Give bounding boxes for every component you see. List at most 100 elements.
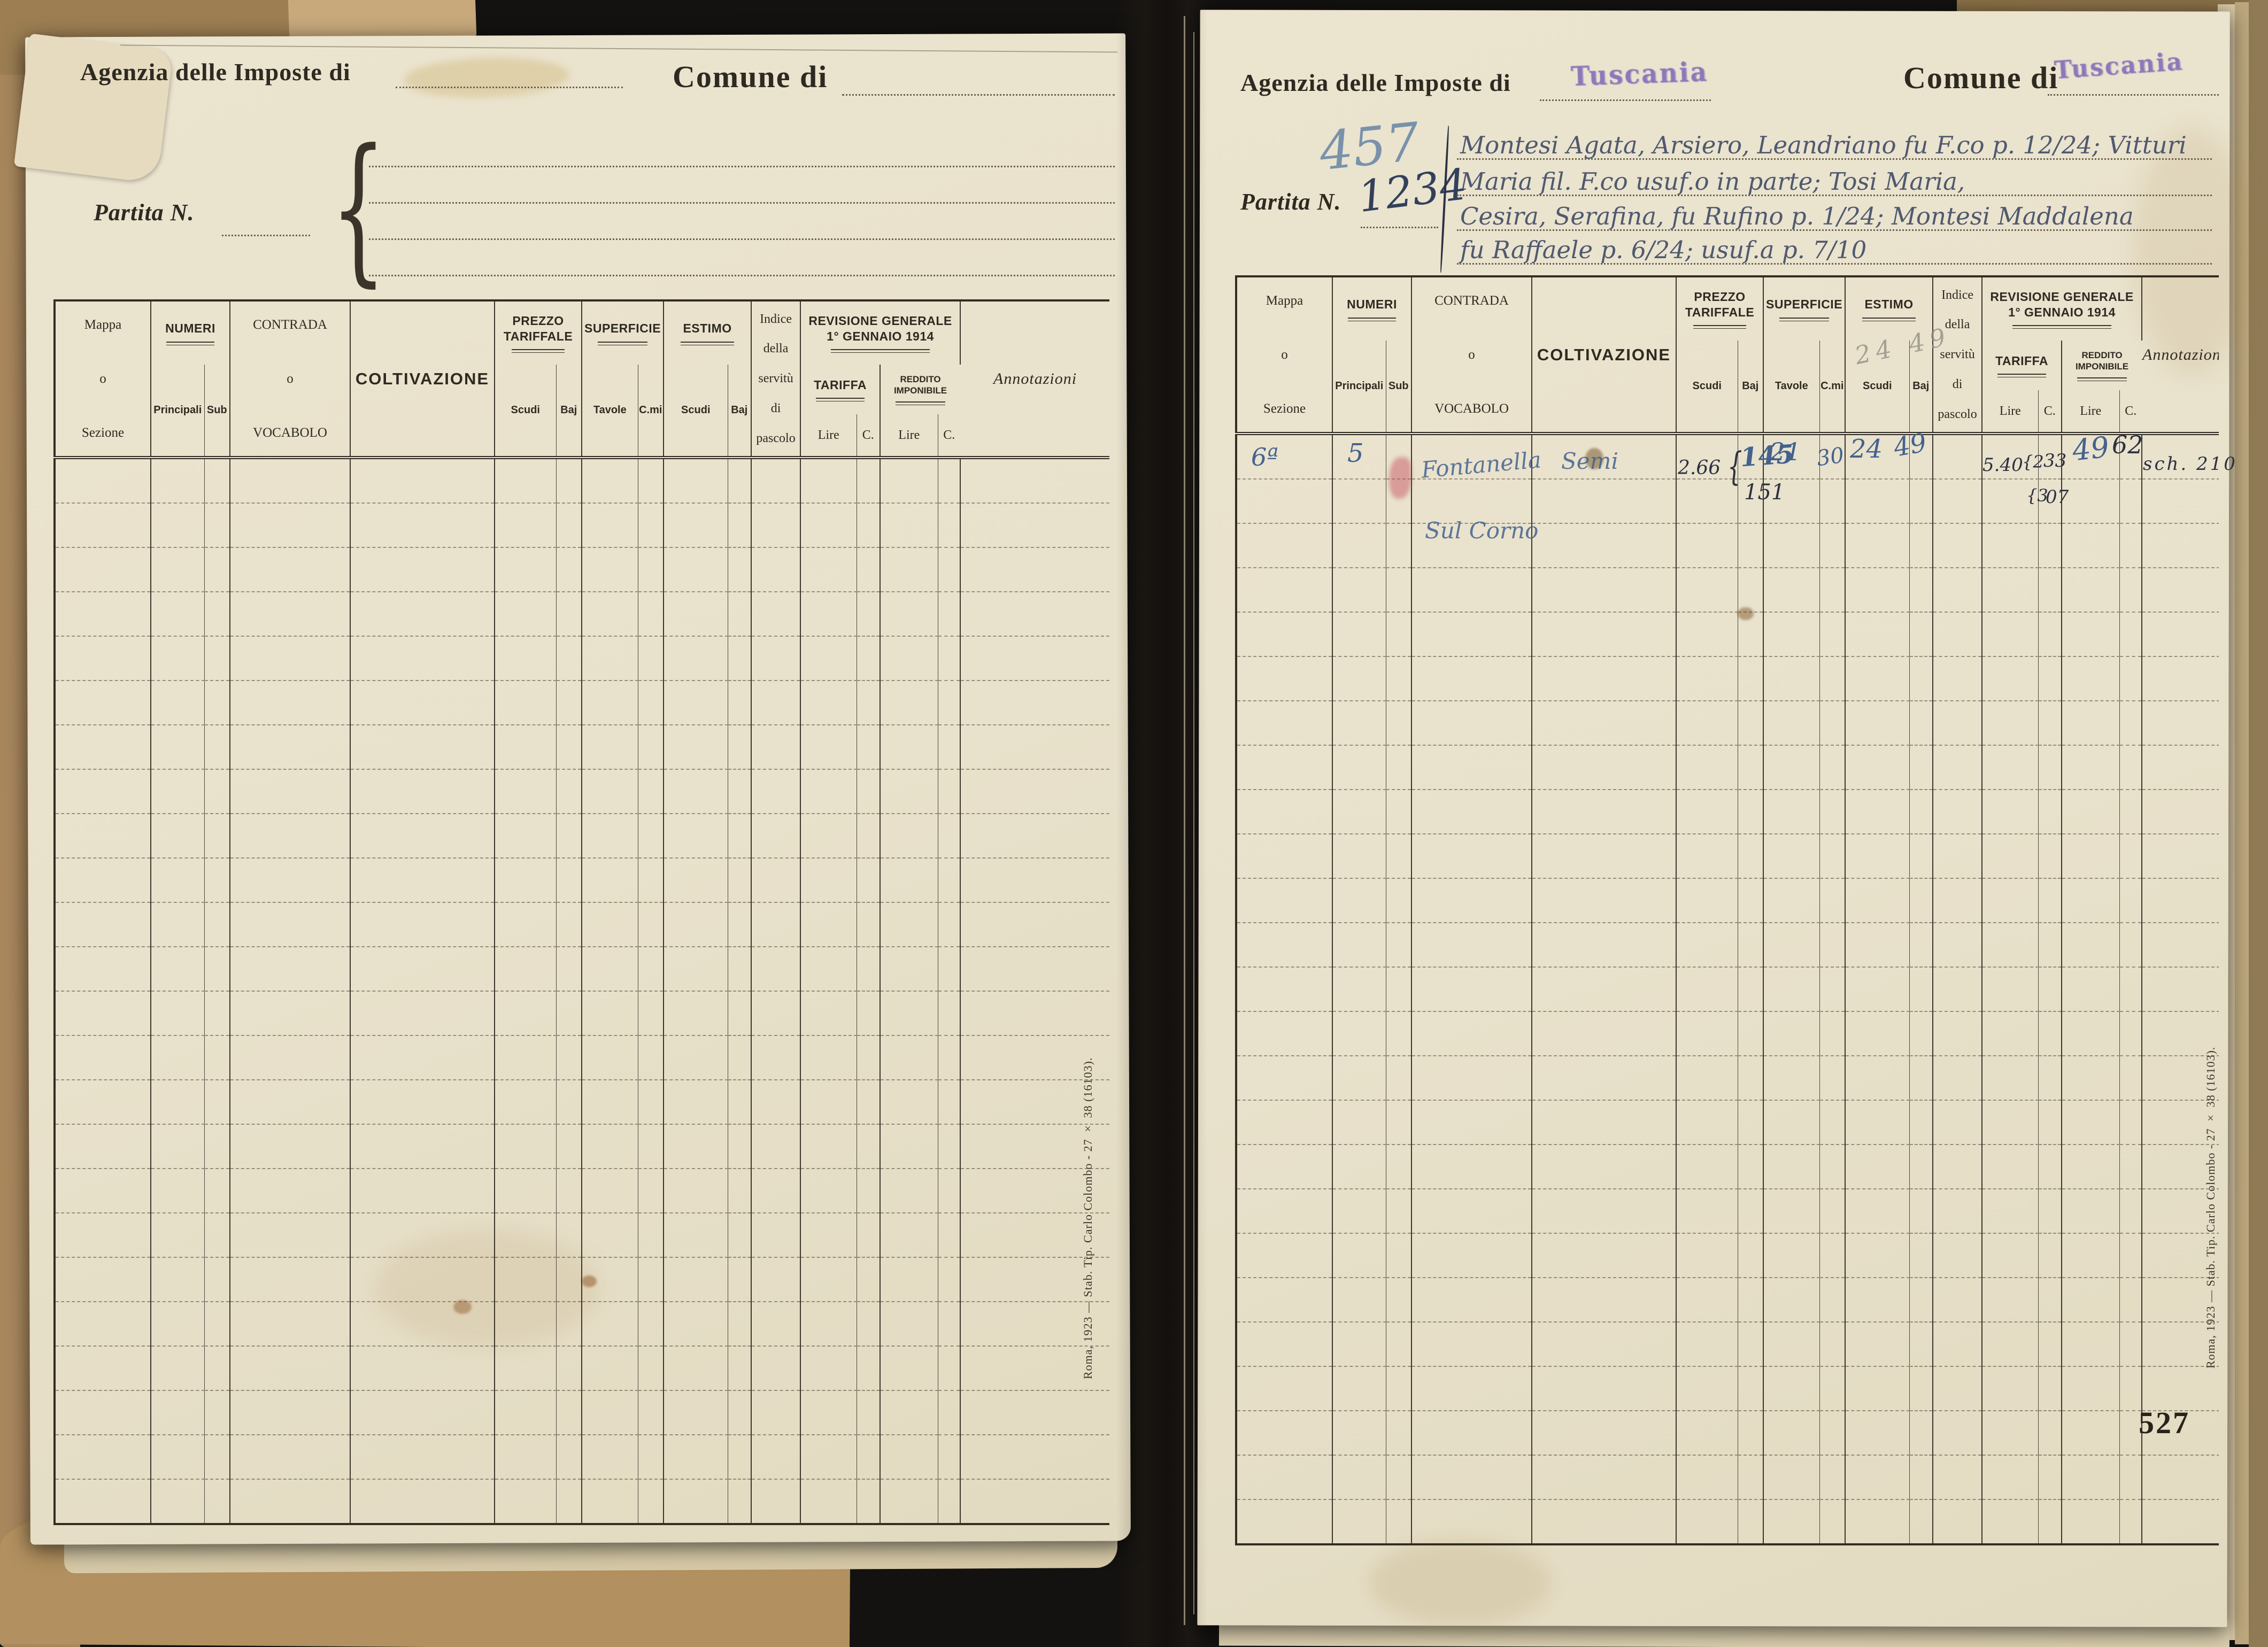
table-cell	[938, 1035, 961, 1080]
table-cell	[55, 1080, 151, 1125]
table-cell	[1819, 1233, 1846, 1278]
agenzia-label-right: Agenzia delle Imposte di	[1240, 69, 1511, 96]
table-cell	[2038, 1233, 2063, 1278]
col-header-estimo: ESTIMO	[664, 300, 752, 365]
table-cell	[880, 1035, 938, 1080]
table-cell	[800, 1169, 857, 1213]
entry-prezzo-brace: {	[1727, 444, 1742, 489]
table-cell	[204, 1435, 231, 1480]
table-row	[55, 1213, 1109, 1258]
table-cell	[1763, 1100, 1820, 1145]
table-cell	[857, 725, 881, 770]
table-cell	[638, 1390, 665, 1435]
table-cell	[2062, 1366, 2120, 1411]
table-cell	[938, 1346, 961, 1391]
table-cell	[638, 858, 665, 903]
table-cell	[1763, 745, 1820, 790]
table-cell	[2142, 568, 2219, 613]
table-cell	[1933, 1322, 1983, 1367]
table-cell	[55, 681, 151, 725]
table-cell	[857, 1169, 881, 1213]
col-header-tavole: Tavole	[1763, 341, 1820, 434]
table-cell	[204, 636, 231, 681]
table-cell	[204, 947, 231, 992]
table-row	[1236, 1322, 2219, 1367]
table-cell	[1532, 1145, 1677, 1189]
table-cell	[1982, 1100, 2039, 1145]
ledger-body-left	[55, 458, 1109, 1525]
table-cell	[1332, 745, 1386, 790]
table-cell	[556, 547, 583, 592]
entry-tariffa-lire: 5.40	[1982, 454, 2023, 476]
table-cell	[2062, 790, 2120, 834]
table-cell	[1411, 1322, 1533, 1367]
table-row	[1236, 434, 2219, 480]
table-cell	[1676, 967, 1738, 1012]
table-cell	[664, 1124, 728, 1169]
table-cell	[1236, 967, 1333, 1012]
table-cell	[2038, 479, 2063, 524]
table-cell	[1386, 479, 1413, 524]
table-cell	[857, 1257, 881, 1302]
table-cell	[1909, 701, 1934, 746]
table-cell	[1933, 1499, 1983, 1545]
table-cell	[857, 1124, 881, 1169]
table-cell	[1676, 1100, 1738, 1145]
entry-reddito-c: 62	[2112, 430, 2143, 459]
table-row	[1236, 1278, 2219, 1323]
table-cell	[1532, 479, 1677, 524]
col-header-superficie: SUPERFICIE	[1763, 276, 1846, 341]
table-cell	[664, 1257, 728, 1302]
table-cell	[751, 547, 801, 592]
table-cell	[960, 1169, 1109, 1213]
table-cell	[2062, 1411, 2120, 1456]
owner-line: Cesira, Serafina, fu Rufino p. 1/24; Mon…	[1457, 184, 2212, 231]
table-cell	[638, 681, 665, 725]
table-cell	[55, 1124, 151, 1169]
table-cell	[2038, 1145, 2063, 1189]
table-row	[55, 1346, 1109, 1391]
table-cell	[800, 991, 857, 1036]
table-cell	[960, 1390, 1109, 1435]
table-cell	[230, 681, 351, 725]
table-row	[55, 636, 1109, 681]
table-cell	[1819, 790, 1846, 834]
table-cell	[1909, 1145, 1934, 1189]
table-cell	[751, 858, 801, 903]
table-cell	[582, 991, 638, 1036]
table-cell	[582, 1169, 638, 1213]
col-header-revisione-generale: REVISIONE GENERALE 1° GENNAIO 1914	[1982, 276, 2143, 341]
table-cell	[1332, 612, 1386, 657]
table-cell	[800, 1124, 857, 1169]
table-cell	[1909, 1233, 1934, 1278]
col-header-indice-pascolo: Indice della servitù di pascolo	[1933, 276, 1983, 434]
table-cell	[2119, 701, 2143, 746]
col-header-sub: Sub	[204, 365, 231, 458]
table-cell	[1532, 1499, 1677, 1545]
table-cell	[230, 1302, 351, 1347]
table-cell	[1933, 568, 1983, 613]
table-cell	[751, 769, 801, 814]
table-cell	[2038, 967, 2063, 1012]
table-cell	[1676, 1322, 1738, 1367]
owner-blank-line	[369, 164, 1115, 167]
table-cell	[1933, 1056, 1983, 1101]
table-cell	[2119, 1322, 2143, 1367]
table-cell	[495, 547, 557, 592]
table-cell	[664, 725, 728, 770]
table-cell	[960, 1035, 1109, 1080]
table-cell	[1763, 1411, 1820, 1456]
table-cell	[2038, 523, 2063, 568]
table-cell	[1738, 745, 1764, 790]
table-cell	[1763, 479, 1820, 524]
table-cell	[582, 814, 638, 859]
table-cell	[495, 725, 557, 770]
table-cell	[350, 1302, 496, 1347]
table-cell	[1411, 523, 1533, 568]
table-cell	[960, 458, 1109, 504]
table-cell	[350, 1035, 496, 1080]
table-cell	[350, 725, 496, 770]
table-cell	[664, 1435, 728, 1480]
table-cell	[151, 1257, 205, 1302]
table-row	[55, 725, 1109, 770]
